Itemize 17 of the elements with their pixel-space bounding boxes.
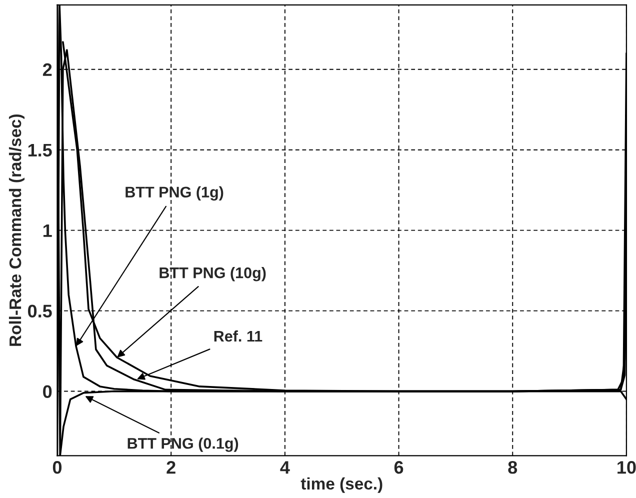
y-tick-label: 1 xyxy=(43,224,52,237)
x-tick-label: 6 xyxy=(394,461,404,474)
x-tick-label: 0 xyxy=(52,461,62,474)
annotation: BTT PNG (0.1g) xyxy=(128,438,238,452)
x-tick-label: 10 xyxy=(618,461,636,474)
annotation: BTT PNG (10g) xyxy=(160,266,266,282)
y-tick-label: 2 xyxy=(42,63,52,76)
y-axis-title: Roll-Rate Command (rad/sec) xyxy=(8,114,25,346)
x-tick-label: 4 xyxy=(280,461,290,474)
y-tick-label: 0.5 xyxy=(28,304,52,318)
x-tick-label: 8 xyxy=(508,461,518,474)
y-tick-label: 1.5 xyxy=(28,144,52,157)
x-tick-label: 2 xyxy=(166,461,176,474)
annotation: BTT PNG (1g) xyxy=(126,186,224,201)
x-axis-title: time (sec.) xyxy=(300,477,382,493)
annotation: Ref. 11 xyxy=(214,330,262,342)
y-tick-label: 0 xyxy=(43,385,52,398)
